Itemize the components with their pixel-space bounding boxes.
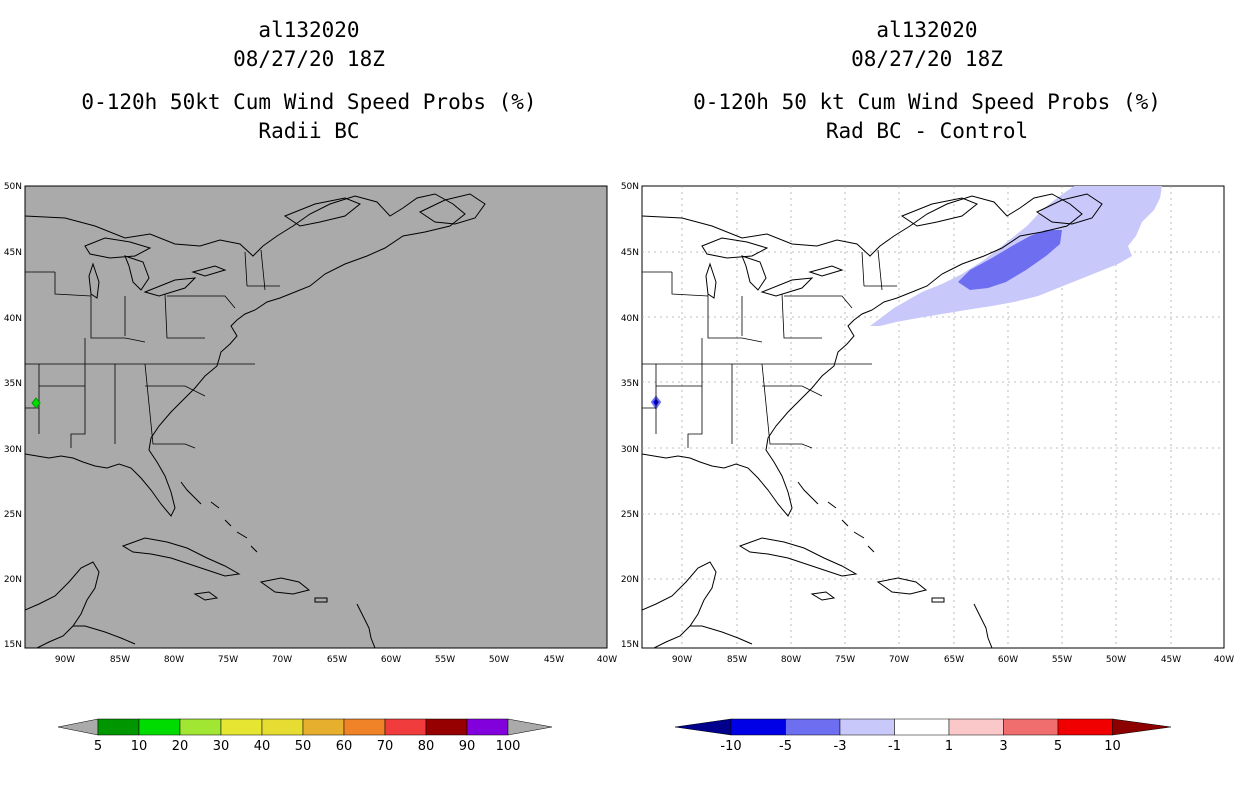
colorbar-label: 50 [295, 739, 312, 754]
axis-labels: 50N 45N 40N 35N 30N 25N 20N 15N 90W 85W 80W 75W 70W 6… [4, 182, 1234, 665]
lon-label: 45W [544, 655, 564, 665]
colorbar-label: 3 [999, 739, 1007, 754]
lon-label: 60W [998, 655, 1018, 665]
colorbar-label: 1 [945, 739, 953, 754]
right-gridlines [642, 186, 1224, 648]
lon-label: 85W [727, 655, 747, 665]
colorbar-label: 5 [94, 739, 102, 754]
left-prob-marker [31, 397, 41, 409]
colorbar-swatch [138, 718, 181, 736]
lat-label: 30N [4, 445, 22, 455]
lon-label: 55W [1052, 655, 1072, 665]
lat-label: 25N [621, 510, 639, 520]
colorbar-swatch [785, 718, 841, 736]
lon-label: 65W [944, 655, 964, 665]
lat-label: 45N [621, 248, 639, 258]
lat-label: 20N [4, 575, 22, 585]
lon-label: 55W [435, 655, 455, 665]
colorbar-label: 90 [459, 739, 476, 754]
left-title-product: 0-120h 50kt Cum Wind Speed Probs (%) [81, 90, 537, 114]
colorbar-swatch [948, 718, 1004, 736]
lat-label: 35N [4, 379, 22, 389]
lon-label: 65W [327, 655, 347, 665]
right-title-storm: al132020 [876, 18, 978, 42]
lat-label: 50N [621, 182, 639, 192]
lon-label: 90W [55, 655, 75, 665]
colorbar-swatch [261, 718, 304, 736]
lon-label: 40W [597, 655, 617, 665]
right-colorbar: -10 -5 -3 -1 1 3 5 10 [674, 718, 1172, 754]
left-title-storm: al132020 [258, 18, 360, 42]
lat-label: 40N [4, 314, 22, 324]
lon-label: 50W [1106, 655, 1126, 665]
colorbar-swatch [220, 718, 263, 736]
colorbar-swatch [839, 718, 895, 736]
right-title-date: 08/27/20 18Z [851, 47, 1003, 71]
colorbar-swatch [425, 718, 468, 736]
colorbar-label: 5 [1054, 739, 1062, 754]
colorbar-swatch [179, 718, 222, 736]
lon-label: 80W [781, 655, 801, 665]
colorbar-swatch [466, 718, 509, 736]
lon-label: 60W [381, 655, 401, 665]
colorbar-label: 80 [418, 739, 435, 754]
right-title-subtitle: Rad BC - Control [825, 119, 1029, 143]
lat-label: 30N [621, 445, 639, 455]
colorbar-label: 60 [336, 739, 353, 754]
colorbar-label: -10 [720, 739, 741, 754]
left-title: al132020 08/27/20 18Z 0-120h 50kt Cum Wi… [9, 16, 609, 146]
colorbar-label: -5 [779, 739, 792, 754]
lon-label: 85W [110, 655, 130, 665]
left-title-date: 08/27/20 18Z [233, 47, 385, 71]
lat-label: 50N [4, 182, 22, 192]
lat-label: 25N [4, 510, 22, 520]
lon-label: 70W [272, 655, 292, 665]
colorbar-left-end [674, 718, 732, 736]
colorbar-swatch [1003, 718, 1059, 736]
lat-label: 15N [621, 640, 639, 650]
lat-label: 45N [4, 248, 22, 258]
lon-label: 70W [889, 655, 909, 665]
lat-label: 15N [4, 640, 22, 650]
lat-label: 20N [621, 575, 639, 585]
left-title-subtitle: Radii BC [258, 119, 360, 143]
left-colorbar: 5 10 20 30 40 50 60 70 80 90 100 [57, 718, 553, 754]
colorbar-swatch [730, 718, 786, 736]
colorbar-swatch [1057, 718, 1113, 736]
colorbar-swatch [384, 718, 427, 736]
left-map-panel [24, 185, 608, 649]
right-diff-swath [650, 186, 1162, 410]
right-title-product: 0-120h 50 kt Cum Wind Speed Probs (%) [693, 90, 1161, 114]
colorbar-label: 10 [131, 739, 148, 754]
colorbar-label: 100 [496, 739, 521, 754]
lon-label: 40W [1214, 655, 1234, 665]
colorbar-swatch [343, 718, 386, 736]
colorbar-left-end [57, 718, 99, 736]
lat-label: 40N [621, 314, 639, 324]
colorbar-label: 40 [254, 739, 271, 754]
right-map-panel [641, 185, 1225, 649]
colorbar-label: -3 [834, 739, 847, 754]
colorbar-right-end [1112, 718, 1172, 736]
colorbar-swatch [894, 718, 950, 736]
right-title: al132020 08/27/20 18Z 0-120h 50 kt Cum W… [627, 16, 1227, 146]
colorbar-label: 70 [377, 739, 394, 754]
colorbar-label: 10 [1104, 739, 1121, 754]
colorbar-right-end [507, 718, 553, 736]
colorbar-swatch [97, 718, 140, 736]
lon-label: 50W [489, 655, 509, 665]
lat-label: 35N [621, 379, 639, 389]
colorbar-label: 30 [213, 739, 230, 754]
lon-label: 75W [218, 655, 238, 665]
colorbar-label: -1 [888, 739, 901, 754]
lon-label: 80W [164, 655, 184, 665]
colorbar-swatch [302, 718, 345, 736]
lon-label: 75W [835, 655, 855, 665]
colorbar-label: 20 [172, 739, 189, 754]
lon-label: 45W [1161, 655, 1181, 665]
lon-label: 90W [672, 655, 692, 665]
